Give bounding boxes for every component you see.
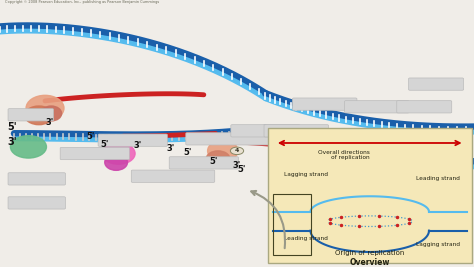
Text: 3: 3	[313, 150, 318, 155]
Text: 3': 3'	[166, 144, 175, 153]
FancyBboxPatch shape	[98, 134, 167, 146]
Text: 5': 5'	[86, 132, 94, 141]
FancyBboxPatch shape	[292, 98, 357, 110]
Circle shape	[309, 148, 322, 156]
FancyBboxPatch shape	[231, 125, 300, 137]
Text: 2: 2	[377, 151, 382, 156]
FancyBboxPatch shape	[264, 125, 328, 137]
Ellipse shape	[399, 155, 435, 179]
Text: 5': 5'	[183, 148, 191, 157]
Text: 5': 5'	[209, 157, 218, 166]
FancyBboxPatch shape	[131, 170, 215, 182]
Bar	[273, 194, 311, 255]
FancyBboxPatch shape	[8, 173, 65, 185]
Text: 5': 5'	[237, 165, 246, 174]
FancyBboxPatch shape	[345, 101, 409, 113]
Circle shape	[230, 147, 244, 155]
Ellipse shape	[10, 136, 46, 158]
Text: 3': 3'	[233, 161, 241, 170]
Circle shape	[373, 150, 386, 157]
Ellipse shape	[293, 162, 314, 176]
Text: 3': 3'	[7, 136, 17, 147]
Ellipse shape	[206, 151, 230, 167]
FancyBboxPatch shape	[8, 197, 65, 209]
Ellipse shape	[402, 166, 427, 183]
Ellipse shape	[292, 152, 320, 171]
FancyBboxPatch shape	[8, 109, 54, 121]
Text: Lagging strand: Lagging strand	[416, 242, 460, 247]
FancyBboxPatch shape	[397, 101, 452, 113]
Ellipse shape	[105, 154, 128, 170]
Ellipse shape	[26, 95, 64, 121]
Text: Copyright © 2008 Pearson Education, Inc., publishing as Pearson Benjamin Cumming: Copyright © 2008 Pearson Education, Inc.…	[5, 0, 159, 4]
FancyBboxPatch shape	[268, 128, 472, 263]
Text: 3': 3'	[133, 141, 142, 150]
Text: Origin of replication: Origin of replication	[335, 250, 404, 256]
Text: Leading strand: Leading strand	[284, 236, 328, 241]
Text: 5': 5'	[100, 140, 109, 149]
Ellipse shape	[208, 140, 238, 162]
Text: 4: 4	[235, 148, 239, 153]
FancyBboxPatch shape	[186, 133, 269, 145]
Text: Overall directions
of replication: Overall directions of replication	[318, 150, 370, 160]
FancyBboxPatch shape	[409, 78, 464, 90]
Text: 5': 5'	[448, 190, 457, 199]
Text: 1: 1	[443, 142, 448, 147]
Text: Leading strand: Leading strand	[416, 176, 460, 181]
FancyBboxPatch shape	[60, 147, 129, 160]
Ellipse shape	[102, 143, 135, 164]
Text: 3': 3'	[46, 118, 54, 127]
FancyBboxPatch shape	[169, 157, 238, 169]
Text: 3': 3'	[448, 182, 457, 191]
Text: Overview: Overview	[349, 258, 390, 267]
Text: 5': 5'	[7, 122, 17, 132]
Text: Lagging strand: Lagging strand	[284, 172, 328, 177]
Ellipse shape	[25, 106, 53, 125]
Circle shape	[439, 140, 452, 148]
Ellipse shape	[41, 106, 62, 121]
